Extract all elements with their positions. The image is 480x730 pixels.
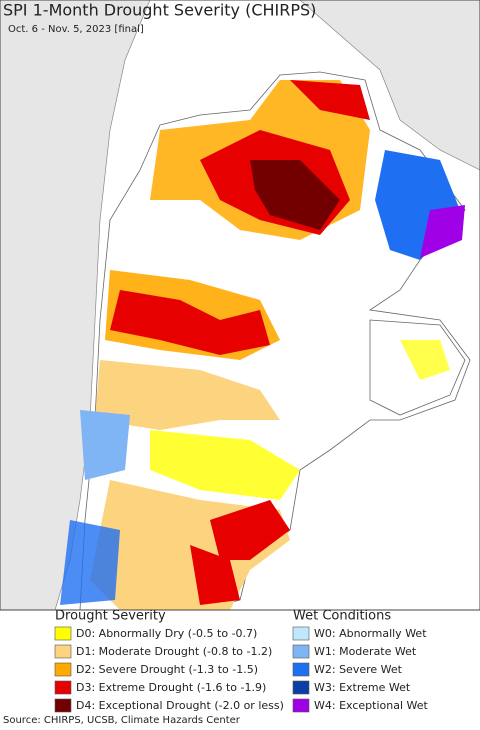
legend-swatch [292, 680, 310, 695]
legend-swatch [292, 626, 310, 641]
legend-label: D2: Severe Drought (-1.3 to -1.5) [76, 663, 258, 676]
legend-swatch [54, 644, 72, 659]
legend-swatch [54, 626, 72, 641]
wet-area [420, 205, 465, 258]
legend-swatch [292, 644, 310, 659]
wet-area [80, 410, 130, 480]
legend-label: W4: Exceptional Wet [314, 699, 429, 712]
drought-area [95, 360, 280, 430]
subtitle: Oct. 6 - Nov. 5, 2023 [final] [8, 24, 144, 35]
legend-title: Drought Severity [55, 609, 166, 624]
legend-swatch [292, 698, 310, 713]
legend-label: W3: Extreme Wet [314, 681, 411, 694]
legend-label: W2: Severe Wet [314, 663, 403, 676]
legend-swatch [54, 662, 72, 677]
drought-area [290, 80, 370, 120]
map-frame [0, 0, 480, 611]
drought-area [400, 340, 450, 380]
drought-area [110, 290, 270, 355]
legend-label: D1: Moderate Drought (-0.8 to -1.2) [76, 645, 272, 658]
legend-label: W1: Moderate Wet [314, 645, 417, 658]
legend-swatch [54, 680, 72, 695]
legend-swatch [54, 698, 72, 713]
legend-label: D3: Extreme Drought (-1.6 to -1.9) [76, 681, 266, 694]
title: SPI 1-Month Drought Severity (CHIRPS) [3, 1, 316, 20]
drought-area [150, 430, 300, 500]
drought-area [250, 160, 340, 230]
wet-area [60, 520, 120, 605]
legend-title: Wet Conditions [293, 609, 391, 624]
source: Source: CHIRPS, UCSB, Climate Hazards Ce… [3, 715, 241, 726]
legend-swatch [292, 662, 310, 677]
legend-label: D0: Abnormally Dry (-0.5 to -0.7) [76, 627, 257, 640]
legend-label: W0: Abnormally Wet [314, 627, 427, 640]
drought-area [190, 545, 240, 605]
bolivia-brazil-land [299, 0, 480, 171]
legend-label: D4: Exceptional Drought (-2.0 or less) [76, 699, 284, 712]
drought-area [210, 500, 290, 560]
